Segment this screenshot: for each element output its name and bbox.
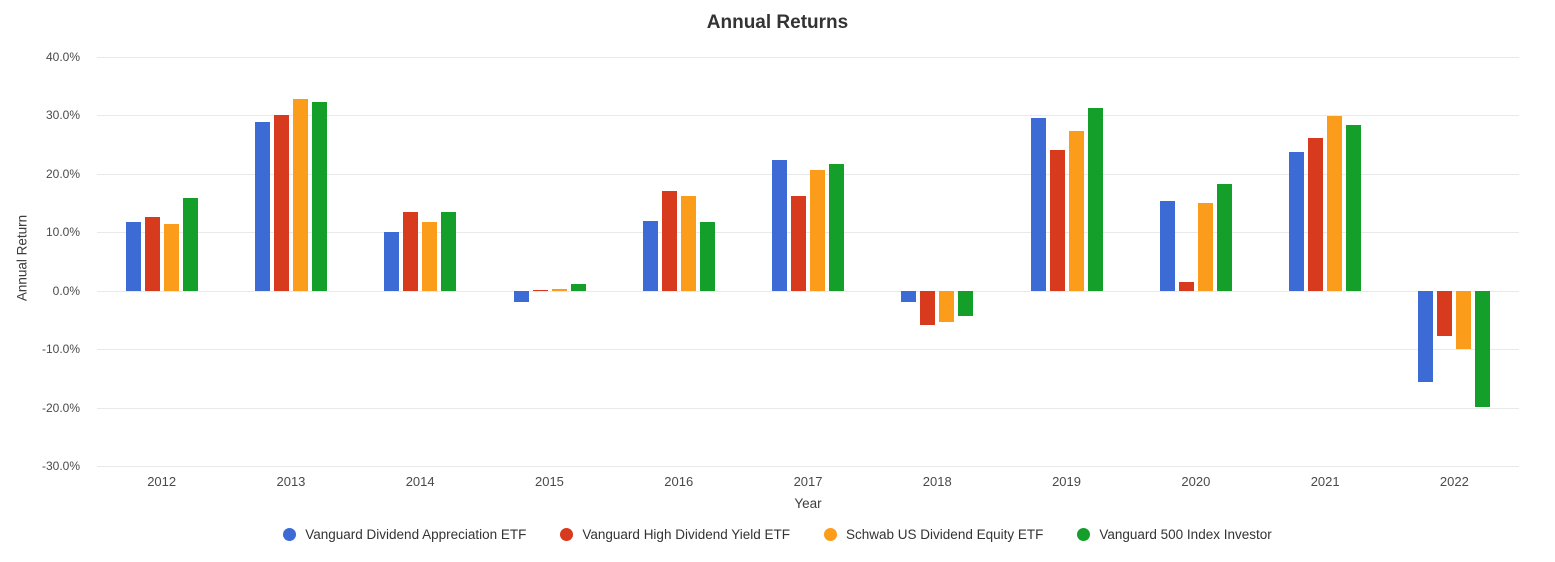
bar-2012-series-0[interactable] (125, 221, 141, 291)
plot-area (97, 57, 1519, 467)
y-tick-label: 20.0% (45, 166, 80, 181)
bar-2014-series-2[interactable] (422, 221, 438, 291)
x-tick-label-2022: 2022 (1439, 474, 1469, 489)
bar-2021-series-3[interactable] (1346, 124, 1362, 291)
x-tick-label-2019: 2019 (1052, 474, 1081, 489)
bar-2020-series-0[interactable] (1159, 200, 1175, 291)
bar-2015-series-0[interactable] (513, 290, 529, 302)
x-tick-label-2012: 2012 (147, 474, 177, 489)
bar-2018-series-1[interactable] (920, 290, 936, 325)
bar-2013-series-3[interactable] (311, 102, 327, 291)
bar-2015-series-3[interactable] (570, 283, 586, 291)
bar-2022-series-3[interactable] (1475, 290, 1491, 407)
bar-2016-series-0[interactable] (642, 221, 658, 291)
legend-label: Vanguard High Dividend Yield ETF (582, 527, 791, 542)
bar-2013-series-1[interactable] (273, 114, 289, 291)
bar-2019-series-1[interactable] (1049, 149, 1065, 291)
bar-2021-series-0[interactable] (1289, 151, 1305, 291)
legend-label: Vanguard Dividend Appreciation ETF (305, 527, 527, 542)
y-tick-label: 30.0% (45, 108, 80, 123)
bar-2020-series-1[interactable] (1178, 282, 1194, 291)
y-tick-label: 0.0% (52, 283, 80, 298)
bar-2018-series-3[interactable] (958, 290, 974, 317)
bar-2016-series-1[interactable] (661, 191, 677, 291)
x-tick-label-2014: 2014 (405, 474, 435, 489)
bar-2017-series-1[interactable] (791, 195, 806, 291)
bar-2018-series-2[interactable] (939, 290, 955, 323)
bar-2017-series-2[interactable] (810, 169, 825, 291)
gridline-30 (97, 115, 1519, 117)
gridline-40 (97, 57, 1519, 58)
bar-2014-series-3[interactable] (441, 211, 457, 291)
x-tick-label-2018: 2018 (922, 474, 952, 489)
y-tick-label: -10.0% (41, 342, 80, 357)
x-axis-title: Year (794, 496, 822, 511)
bar-2022-series-0[interactable] (1418, 290, 1434, 383)
bar-2019-series-3[interactable] (1087, 107, 1103, 291)
legend-label: Schwab US Dividend Equity ETF (846, 527, 1044, 542)
bar-2014-series-0[interactable] (384, 232, 400, 291)
legend-item-3[interactable]: Vanguard 500 Index Investor (1077, 527, 1272, 542)
bar-2015-series-1[interactable] (532, 289, 548, 291)
bar-2021-series-1[interactable] (1308, 137, 1324, 291)
bar-2012-series-3[interactable] (182, 198, 198, 291)
bar-2017-series-0[interactable] (772, 160, 787, 291)
x-tick-label-2021: 2021 (1310, 474, 1340, 489)
bar-2013-series-0[interactable] (254, 122, 270, 291)
bar-2022-series-1[interactable] (1437, 290, 1453, 337)
bar-2018-series-0[interactable] (901, 290, 917, 302)
bar-2022-series-2[interactable] (1456, 290, 1472, 350)
bar-2020-series-2[interactable] (1197, 203, 1213, 291)
gridline-20 (97, 173, 1519, 175)
gridline--30 (97, 466, 1519, 467)
legend-dot-icon (283, 528, 297, 541)
gridline--10 (97, 349, 1519, 351)
y-tick-label: 40.0% (45, 50, 80, 64)
bar-2016-series-3[interactable] (699, 221, 715, 291)
bar-2017-series-3[interactable] (829, 163, 844, 291)
bar-2014-series-1[interactable] (403, 211, 419, 291)
bar-2015-series-2[interactable] (551, 289, 567, 291)
x-tick-label-2016: 2016 (664, 474, 694, 489)
legend-item-2[interactable]: Schwab US Dividend Equity ETF (824, 527, 1043, 542)
y-tick-label: 10.0% (45, 225, 80, 240)
y-tick-label: -20.0% (41, 400, 80, 415)
bar-2020-series-3[interactable] (1216, 183, 1232, 291)
y-tick-label: -30.0% (41, 459, 80, 473)
bar-2019-series-0[interactable] (1030, 117, 1046, 291)
legend-dot-icon (560, 528, 574, 541)
legend-item-1[interactable]: Vanguard High Dividend Yield ETF (560, 527, 790, 542)
legend-dot-icon (1077, 528, 1091, 541)
legend-dot-icon (824, 528, 838, 541)
gridline--20 (97, 407, 1519, 409)
x-tick-label-2013: 2013 (276, 474, 306, 489)
chart-legend: Vanguard Dividend Appreciation ETF Vangua… (0, 527, 1555, 542)
bar-2012-series-1[interactable] (144, 216, 160, 291)
legend-label: Vanguard 500 Index Investor (1099, 527, 1272, 542)
x-tick-label-2020: 2020 (1181, 474, 1211, 489)
x-tick-label-2017: 2017 (793, 474, 823, 489)
legend-item-0[interactable]: Vanguard Dividend Appreciation ETF (283, 527, 526, 542)
bar-2019-series-2[interactable] (1068, 131, 1084, 291)
chart-title: Annual Returns (706, 12, 849, 33)
x-tick-label-2015: 2015 (534, 474, 564, 489)
bar-2013-series-2[interactable] (292, 98, 308, 291)
gridline-10 (97, 232, 1519, 234)
bar-2012-series-2[interactable] (163, 224, 179, 291)
bar-2016-series-2[interactable] (680, 195, 696, 291)
gridline-0 (97, 290, 1519, 292)
bar-2021-series-2[interactable] (1327, 116, 1343, 291)
